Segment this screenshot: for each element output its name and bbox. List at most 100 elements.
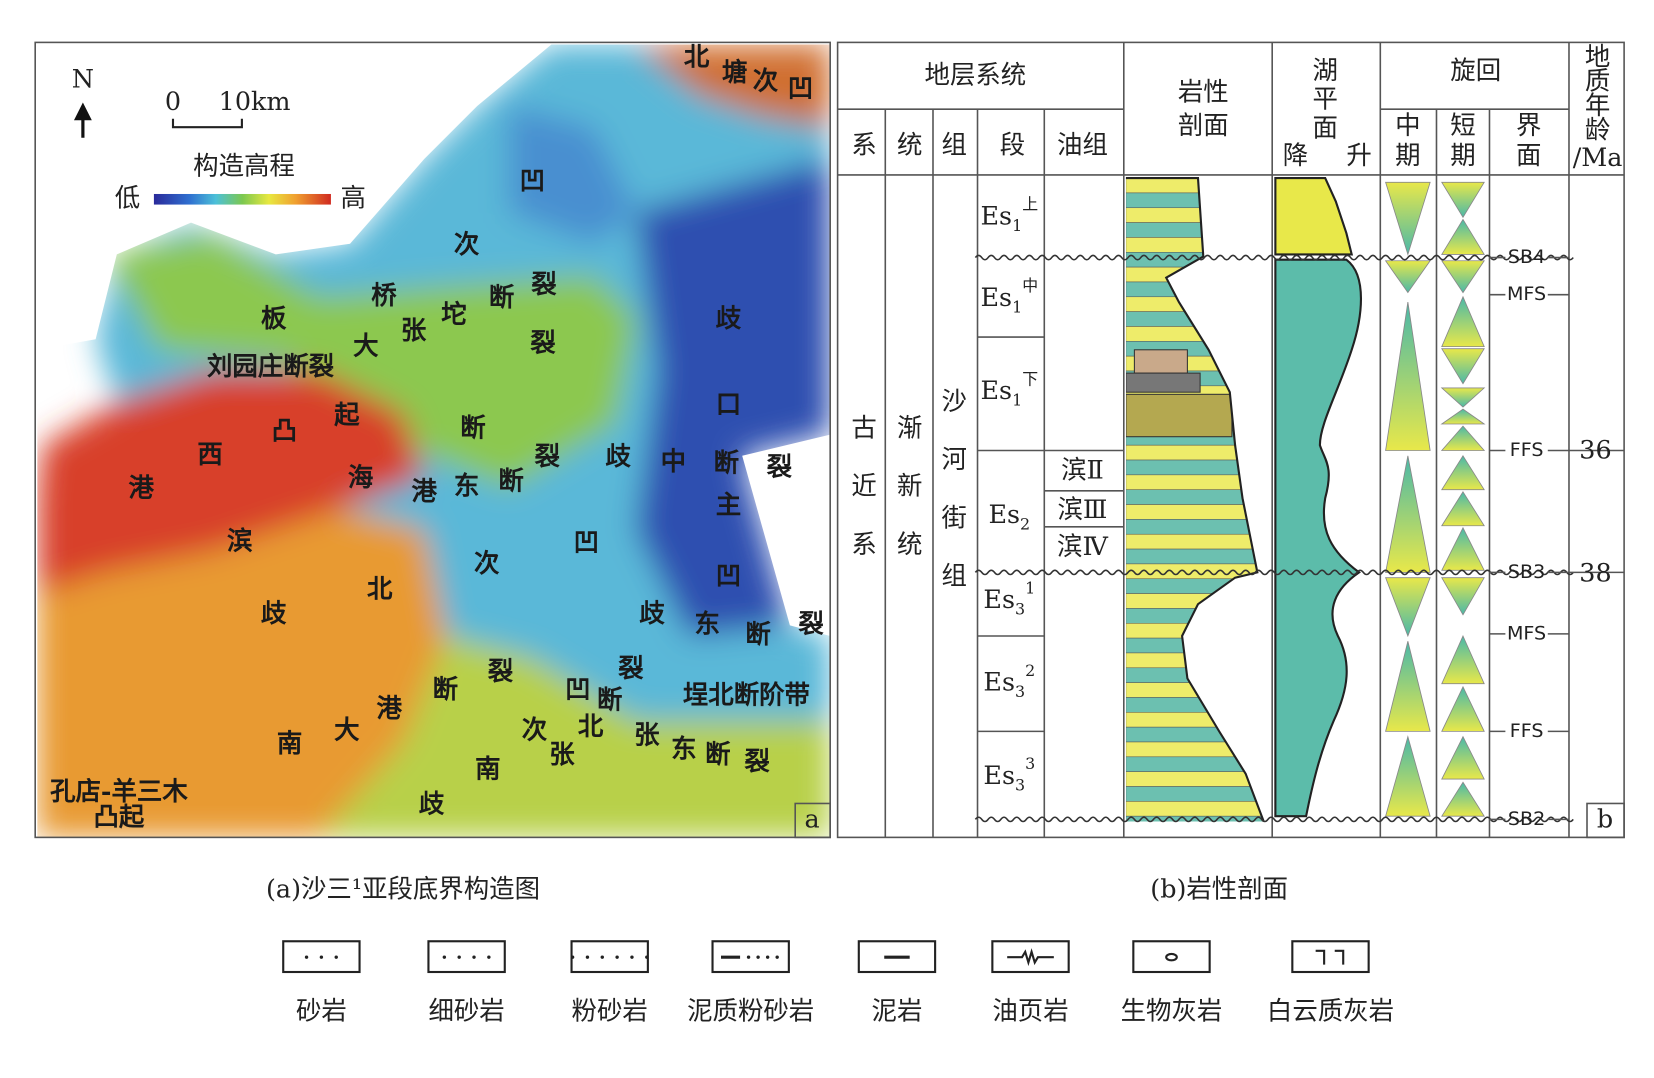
litho-layer	[1125, 771, 1264, 787]
member-part: Es	[983, 667, 1015, 697]
map-label: 凹	[788, 73, 813, 103]
map-label: 次	[454, 229, 480, 259]
litho-layer	[1125, 296, 1264, 312]
system: 系	[851, 529, 876, 559]
map-label: 凸起	[94, 801, 145, 831]
surface-label: MFS	[1507, 622, 1546, 644]
map-label: 起	[334, 400, 360, 430]
map-label: 埕北断阶带	[683, 679, 810, 709]
elevation-bar	[153, 193, 331, 205]
column-subheader: 中	[1395, 110, 1420, 140]
age: 36	[1579, 435, 1611, 465]
member-part: 中	[1022, 276, 1038, 295]
column-subheader: 系	[851, 129, 876, 159]
map-label: 凹	[716, 561, 741, 591]
member: Es33	[983, 754, 1035, 794]
legend-symbol	[775, 955, 779, 959]
column-subheader: 段	[1000, 129, 1025, 159]
map-label: 南	[475, 754, 500, 784]
scale-bar	[171, 118, 243, 129]
map-label: 海	[348, 462, 373, 492]
member-part: 3	[1015, 682, 1025, 701]
cycle-triangle	[1385, 302, 1431, 451]
member-part: Es	[981, 375, 1013, 405]
column-header: 面	[1312, 112, 1337, 142]
map-label: 张	[401, 315, 427, 345]
cycle-triangle	[1385, 641, 1431, 732]
cycle-triangle	[1385, 455, 1431, 573]
elevation-high: 高	[340, 182, 365, 212]
map-label: 次	[753, 66, 779, 96]
member-part: Es	[981, 282, 1013, 312]
member-part: 3	[1015, 775, 1025, 794]
legend-symbol	[334, 955, 338, 959]
surface-label: SB4	[1508, 246, 1545, 268]
litho-layer	[1125, 637, 1264, 654]
legend-symbol	[487, 955, 491, 959]
system: 古	[851, 412, 876, 442]
legend-label: 生物灰岩	[1121, 995, 1223, 1025]
member-part: Es	[988, 499, 1020, 529]
legend-symbol	[304, 955, 309, 959]
map-label: 滨	[227, 526, 253, 556]
member-part: 2	[1020, 514, 1030, 533]
member-part: 1	[1012, 297, 1022, 316]
map-label: 断	[714, 447, 740, 477]
panel-label: a	[805, 803, 820, 833]
legend-symbol	[472, 955, 476, 959]
litho-layer	[1125, 608, 1264, 624]
cycle-triangle	[1440, 260, 1485, 294]
series: 新	[897, 471, 922, 501]
map-label: 歧	[716, 303, 742, 333]
map-label: 裂	[767, 452, 793, 482]
legend-symbol	[756, 955, 760, 959]
surface-label: SB3	[1508, 561, 1545, 583]
legend-swatch	[570, 940, 649, 974]
caption: (a)沙三¹亚段底界构造图	[266, 873, 540, 903]
cycle-triangle	[1441, 181, 1485, 219]
column-graphics	[1125, 177, 1486, 822]
litho-layer	[1125, 578, 1264, 594]
map-label: 东	[695, 608, 720, 638]
map-label: 歧	[639, 598, 665, 628]
column-header: 质	[1585, 66, 1610, 96]
legend-swatch	[1132, 940, 1211, 974]
map-label: 板	[261, 303, 287, 333]
panel-box	[794, 802, 831, 839]
oil-group: 滨Ⅳ	[1057, 531, 1108, 561]
series: 统	[897, 529, 922, 559]
formation: 河	[941, 444, 966, 474]
legend-symbol	[1165, 952, 1178, 962]
litho-layer	[1125, 593, 1264, 609]
map-label: 次	[474, 548, 500, 578]
cycle-triangle	[1441, 526, 1485, 571]
map-label: 张	[549, 739, 575, 769]
member-part: Es	[981, 200, 1013, 230]
surface-label: MFS	[1507, 283, 1546, 305]
legend-swatch	[1291, 940, 1370, 974]
column-header: 湖	[1312, 55, 1337, 85]
cycle-triangle	[1440, 387, 1486, 408]
cycle-triangle	[1441, 218, 1485, 255]
north-label: N	[72, 64, 94, 94]
column-header: 年	[1585, 90, 1610, 120]
map-label: 刘园庄断裂	[207, 351, 335, 381]
legend-symbol	[1007, 948, 1054, 967]
column-header: 剖面	[1178, 110, 1229, 140]
member-part: Es	[983, 760, 1015, 790]
cycle-triangle	[1440, 425, 1486, 451]
map-label: 凹	[565, 674, 590, 704]
series: 渐	[897, 412, 922, 442]
litho-layer	[1125, 741, 1264, 758]
surface-label: FFS	[1510, 720, 1544, 742]
elevation-low: 低	[115, 182, 140, 212]
formation: 街	[941, 502, 966, 532]
map-label: 南	[277, 728, 302, 758]
litho-layer	[1125, 393, 1233, 438]
column-subheader: 短	[1450, 110, 1475, 140]
legend-label: 泥质粉砂岩	[687, 995, 814, 1025]
column-header: 地	[1585, 41, 1610, 71]
map-label: 裂	[530, 327, 556, 357]
legend-symbol	[319, 955, 324, 959]
map-frame	[34, 41, 831, 839]
